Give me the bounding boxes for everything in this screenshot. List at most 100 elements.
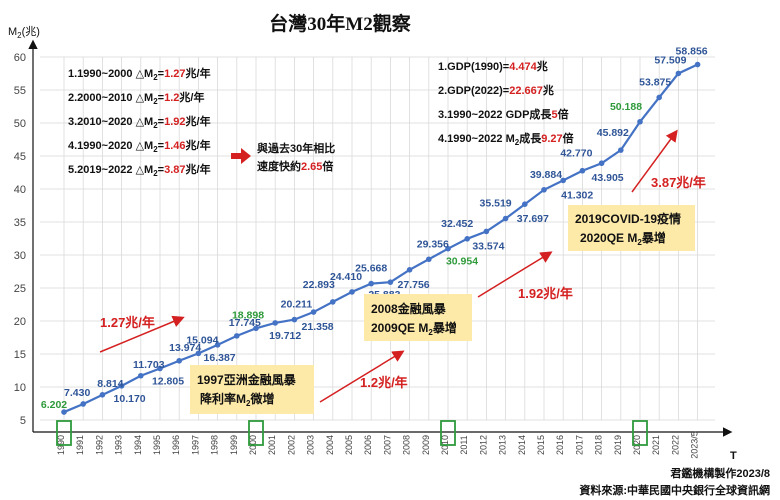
- x-axis-ticks: 1990 1991 1992 1993 1994 1995 1996 1997 1998 1999…: [56, 420, 700, 459]
- data-point: [656, 94, 662, 101]
- data-point: [694, 61, 701, 68]
- x-tick-label: 2011: [459, 435, 469, 454]
- rate-label-2: 1.2兆/年: [360, 375, 408, 390]
- data-points: [61, 61, 701, 415]
- x-tick-label: 1998: [210, 435, 220, 455]
- data-label: 13.974: [169, 342, 201, 354]
- data-label: 12.805: [152, 375, 184, 387]
- data-point: [118, 383, 125, 389]
- y-tick-label: 35: [14, 217, 26, 229]
- right-arrow-icon: [231, 148, 251, 164]
- x-tick-label: 2005: [344, 435, 354, 455]
- data-label: 35.519: [480, 198, 512, 210]
- x-tick-label: 2006: [363, 435, 373, 455]
- data-point: [99, 392, 106, 398]
- trend-arrow-2: [319, 350, 405, 403]
- data-label: 50.188: [610, 101, 642, 113]
- note-left-4: 4.1990~2020 △M2=1.46兆/年: [68, 138, 211, 154]
- x-tick-label: 1993: [114, 435, 124, 455]
- data-point: [138, 372, 144, 379]
- y-tick-label: 5: [20, 415, 26, 427]
- x-tick-label: 1997: [190, 435, 200, 455]
- data-label: 8.814: [97, 378, 123, 390]
- y-tick-label: 30: [14, 250, 26, 262]
- x-tick-label: 2023/5: [690, 431, 700, 459]
- data-point: [522, 201, 528, 207]
- note-left-1: 1.1990~2000 △M2=1.27兆/年: [68, 66, 211, 82]
- data-label: 39.884: [530, 169, 562, 181]
- data-label: 33.574: [472, 240, 504, 252]
- note-right-2: 2.GDP(2022)=22.667兆: [438, 83, 554, 97]
- credit-source: 資料來源:中華民國中央銀行全球資訊網: [579, 483, 770, 497]
- data-label: 25.668: [355, 263, 387, 275]
- series-line: [63, 63, 699, 414]
- gridlines: [40, 56, 715, 421]
- x-tick-label: 2007: [382, 435, 392, 455]
- data-point: [368, 280, 375, 287]
- y-tick-label: 20: [14, 316, 26, 328]
- data-point: [618, 147, 624, 153]
- data-label: 32.452: [441, 218, 473, 230]
- data-label: 42.770: [560, 148, 592, 160]
- data-point: [234, 333, 240, 339]
- data-label: 11.703: [133, 359, 165, 371]
- x-tick-label: 1992: [94, 435, 104, 455]
- data-point: [445, 245, 451, 252]
- note-right-4: 4.1990~2022 M2成長9.27倍: [438, 131, 574, 147]
- data-label: 17.745: [229, 317, 261, 329]
- note-right-3: 3.1990~2022 GDP成長5倍: [438, 107, 569, 121]
- data-point: [80, 401, 86, 407]
- x-axis-label: T: [730, 450, 737, 462]
- x-tick-label: 2008: [402, 435, 412, 455]
- data-point: [464, 236, 471, 242]
- y-tick-label: 50: [14, 118, 26, 130]
- svg-text:2008金融風暴: 2008金融風暴: [371, 301, 447, 316]
- event-box-2008: 2008金融風暴 2009QE M2暴增: [364, 294, 472, 341]
- y-tick-label: 15: [14, 349, 26, 361]
- y-axis-label: M2(兆): [8, 25, 40, 40]
- trend-arrow-3: [477, 251, 553, 298]
- x-tick-label: 2019: [613, 435, 623, 455]
- data-point: [541, 186, 547, 193]
- x-tick-label: 2009: [421, 435, 431, 455]
- x-tick-label: 2017: [574, 435, 584, 455]
- data-point: [253, 325, 259, 332]
- data-point: [214, 342, 221, 348]
- y-tick-label: 60: [14, 52, 26, 64]
- data-label: 57.509: [654, 54, 686, 66]
- year-highlight-box: [56, 420, 72, 446]
- x-tick-label: 2002: [286, 435, 296, 455]
- data-label: 22.893: [303, 279, 335, 291]
- m2-series-line: [63, 63, 699, 414]
- data-point: [483, 228, 490, 235]
- y-tick-label: 25: [14, 283, 26, 295]
- x-tick-label: 2021: [651, 435, 661, 455]
- note-left-3: 3.2010~2020 △M2=1.92兆/年: [68, 114, 211, 130]
- data-point: [330, 299, 336, 305]
- data-point: [310, 309, 317, 315]
- rate-label-1: 1.27兆/年: [100, 315, 155, 330]
- data-point: [560, 177, 566, 184]
- data-label: 24.410: [330, 271, 362, 283]
- rate-label-4: 3.87兆/年: [651, 175, 706, 190]
- y-tick-label: 45: [14, 151, 26, 163]
- note-left-5: 5.2019~2022 △M2=3.87兆/年: [68, 162, 211, 178]
- data-label: 15.094: [186, 334, 218, 346]
- data-label: 27.756: [398, 279, 430, 291]
- data-label: 37.697: [517, 213, 549, 225]
- year-highlight-box: [632, 420, 648, 446]
- svg-text:2019COVID-19疫情: 2019COVID-19疫情: [575, 211, 681, 226]
- x-tick-label: 1999: [229, 435, 239, 455]
- x-tick-label: 2018: [594, 435, 604, 455]
- data-label: 41.302: [561, 189, 593, 201]
- data-label: 30.954: [446, 256, 478, 268]
- year-highlight-box: [248, 420, 264, 446]
- data-label: 16.387: [204, 352, 236, 364]
- x-tick-label: 1995: [152, 435, 162, 455]
- y-tick-label: 40: [14, 184, 26, 196]
- x-tick-label: 2004: [325, 435, 335, 455]
- data-point: [598, 160, 605, 167]
- trend-arrow-1: [99, 315, 185, 353]
- data-point: [157, 365, 163, 372]
